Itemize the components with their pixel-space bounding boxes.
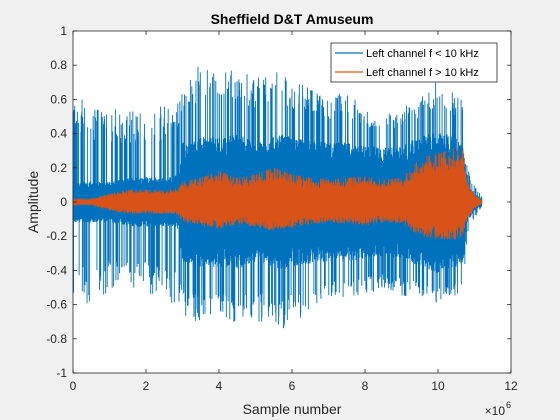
x-axis-label: Sample number (243, 401, 342, 417)
y-tick-label: 0.2 (50, 161, 67, 175)
legend[interactable]: Left channel f < 10 kHz Left channel f >… (330, 42, 498, 83)
x-tick-label: 12 (504, 379, 518, 393)
x-tick-label: 6 (289, 379, 296, 393)
y-axis-label: Amplitude (25, 171, 41, 233)
chart-title: Sheffield D&T Amuseum (211, 11, 374, 27)
y-tick-label: -0.6 (46, 298, 67, 312)
y-tick-label: 0 (60, 195, 67, 209)
legend-entry-series-2: Left channel f > 10 kHz (366, 67, 479, 79)
y-tick-label: -0.4 (46, 263, 67, 277)
legend-entry-series-1: Left channel f < 10 kHz (366, 48, 479, 60)
y-tick-label: 0.8 (50, 58, 67, 72)
y-tick-label: -0.2 (46, 229, 67, 243)
x-axis-multiplier: ×10 (485, 404, 506, 418)
ticks-layer: 0 2 4 6 8 10 12 -1 -0.8 -0.6 -0.4 -0.2 0 0.2 0.4 0.6 0.8… (46, 24, 518, 393)
axes-box (72, 30, 512, 374)
y-tick-label: -0.8 (46, 332, 67, 346)
x-tick-label: 2 (143, 379, 150, 393)
x-axis-multiplier-exponent: 6 (506, 400, 511, 410)
x-tick-label: 4 (216, 379, 223, 393)
y-tick-label: 1 (60, 24, 67, 38)
x-tick-label: 8 (362, 379, 369, 393)
y-tick-label: -1 (56, 366, 67, 380)
y-tick-label: 0.4 (50, 127, 67, 141)
y-tick-label: 0.6 (50, 92, 67, 106)
legend-box (330, 42, 498, 83)
x-tick-label: 10 (431, 379, 445, 393)
x-tick-label: 0 (70, 379, 77, 393)
